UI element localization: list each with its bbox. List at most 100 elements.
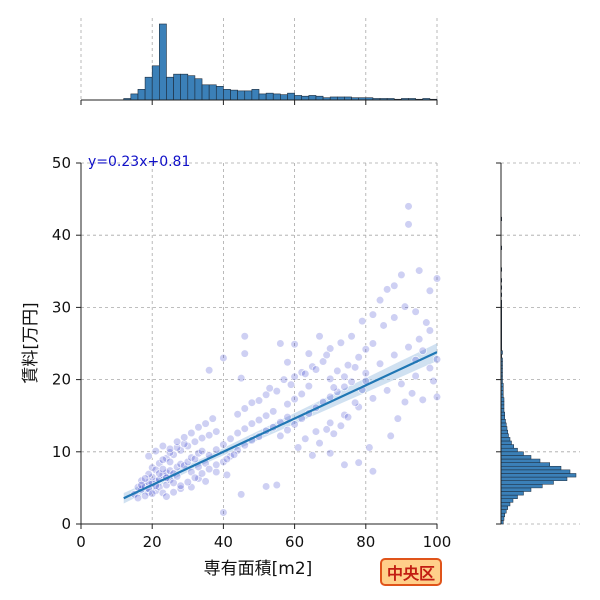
histogram-bar — [151, 65, 160, 101]
histogram-bar — [500, 469, 571, 474]
scatter-point — [415, 335, 424, 344]
scatter-point — [315, 332, 324, 341]
scatter-point — [308, 451, 317, 460]
scatter-point — [294, 443, 303, 452]
scatter-point — [411, 307, 420, 316]
histogram-bar — [500, 447, 518, 453]
scatter-point — [212, 427, 221, 436]
scatter-point — [197, 446, 207, 456]
scatter-point — [205, 465, 214, 474]
scatter-point — [133, 493, 143, 503]
scatter-point — [329, 429, 338, 438]
y-tick-label: 40 — [52, 226, 71, 244]
scatter-point — [390, 281, 399, 290]
scatter-point — [315, 439, 324, 448]
scatter-point — [400, 397, 410, 407]
scatter-point — [422, 318, 431, 327]
top-histogram — [80, 18, 438, 105]
scatter-point — [165, 444, 175, 454]
y-tick-label: 0 — [61, 515, 71, 533]
scatter-point — [411, 371, 420, 381]
scatter-point — [201, 477, 210, 486]
scatter-point — [262, 390, 271, 399]
scatter-point — [176, 481, 185, 490]
scatter-point — [240, 332, 249, 341]
scatter-point — [165, 457, 175, 467]
histogram-bar — [301, 95, 310, 101]
scatter-point — [276, 431, 285, 441]
scatter-point — [169, 488, 178, 497]
scatter-point — [400, 302, 410, 311]
y-tick-label: 50 — [52, 154, 71, 172]
scatter-point — [283, 426, 292, 435]
scatter-point — [368, 394, 378, 403]
x-tick-label: 20 — [143, 533, 162, 551]
scatter-point — [361, 369, 370, 378]
scatter-point — [311, 427, 321, 436]
scatter-point — [279, 375, 289, 384]
histogram-bar — [500, 505, 508, 510]
scatter-point — [197, 469, 207, 478]
scatter-point — [386, 431, 395, 441]
scatter-point — [205, 431, 214, 440]
scatter-point — [169, 478, 178, 487]
histogram-bar — [308, 95, 317, 101]
histogram-bar — [244, 90, 253, 101]
histogram-bar — [159, 23, 167, 101]
scatter-point — [425, 286, 434, 295]
histogram-bar — [500, 512, 505, 518]
scatter-point — [222, 470, 232, 480]
histogram-bar — [500, 444, 514, 449]
scatter-point — [347, 377, 356, 386]
scatter-point — [158, 455, 167, 464]
scatter-point — [140, 474, 150, 483]
scatter-point — [269, 407, 278, 416]
x-tick-label: 60 — [285, 533, 304, 551]
histogram-bar — [500, 484, 543, 489]
regression-line — [123, 351, 438, 500]
scatter-point — [240, 424, 249, 433]
scatter-point — [212, 460, 221, 469]
scatter-point — [365, 443, 374, 452]
scatter-point — [144, 452, 153, 461]
x-axis-title: 専有面積[m2] — [204, 559, 313, 579]
scatter-point — [233, 410, 242, 419]
scatter-point — [173, 437, 182, 446]
x-tick-label: 80 — [356, 533, 375, 551]
scatter-point — [219, 353, 228, 363]
scatter-point — [343, 413, 353, 422]
scatter-point — [219, 440, 228, 449]
scatter-point — [222, 454, 232, 464]
scatter-point — [404, 220, 413, 229]
histogram-bar — [500, 498, 514, 503]
histogram-bar — [500, 465, 562, 471]
scatter-point — [393, 414, 402, 423]
histogram-bar — [166, 76, 174, 101]
scatter-point — [340, 372, 349, 381]
scatter-point — [247, 398, 256, 407]
scatter-point — [340, 382, 349, 391]
scatter-point — [140, 491, 150, 500]
histogram-bar — [230, 89, 238, 101]
scatter-point — [194, 423, 203, 432]
scatter-point — [415, 266, 424, 275]
scatter-point — [254, 396, 264, 405]
histogram-bar — [294, 95, 303, 101]
scatter-point — [336, 421, 345, 430]
histogram-bar — [500, 433, 509, 438]
scatter-point — [425, 326, 434, 335]
ward-badge: 中央区 — [380, 558, 442, 586]
histogram-bar — [173, 73, 181, 101]
histogram-bar — [208, 84, 217, 101]
histogram-bar — [180, 73, 189, 101]
scatter-point — [311, 365, 321, 374]
scatter-point — [383, 285, 392, 294]
scatter-point — [397, 270, 406, 280]
histogram-bar — [500, 455, 532, 460]
histogram-bar — [500, 491, 524, 496]
scatter-point — [326, 374, 335, 383]
x-tick-label: 100 — [423, 533, 452, 551]
scatter-point — [229, 450, 239, 459]
scatter-point — [283, 400, 292, 409]
